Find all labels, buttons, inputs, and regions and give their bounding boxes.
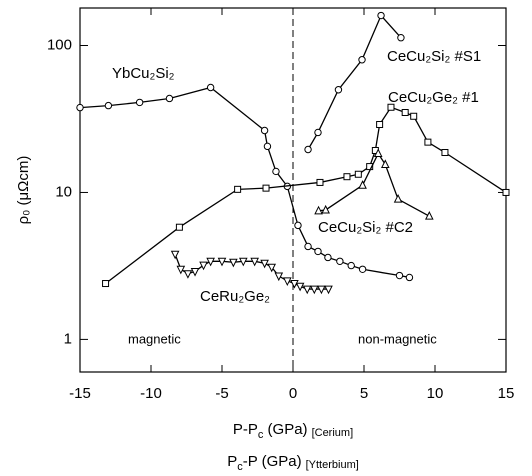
data-point	[190, 267, 200, 277]
data-point	[234, 185, 242, 193]
x-tick-label: 5	[360, 385, 368, 402]
data-point	[502, 188, 510, 196]
data-point	[199, 261, 208, 271]
data-point	[316, 178, 324, 186]
data-point	[314, 128, 322, 137]
data-point	[347, 261, 355, 270]
data-point	[165, 94, 174, 103]
data-point	[304, 242, 312, 251]
data-point	[206, 83, 215, 92]
data-point	[302, 285, 312, 295]
data-point	[102, 280, 110, 288]
series-line	[79, 86, 410, 279]
data-point	[377, 11, 385, 20]
data-point	[272, 167, 280, 176]
x-axis-label-2: Pc-P (GPa) [Ytterbium]	[227, 453, 359, 473]
data-point	[176, 265, 186, 275]
data-point	[324, 285, 333, 295]
y-axis-label: ρ₀ (μΩcm)	[15, 156, 32, 225]
data-point	[304, 145, 312, 154]
x-label-sub: c	[258, 429, 264, 441]
data-point	[295, 282, 305, 292]
data-point	[324, 253, 332, 262]
series-label: CeCu₂Si₂ #C2	[318, 219, 413, 236]
data-point	[309, 285, 319, 295]
data-point	[76, 103, 84, 112]
annotation: magnetic	[128, 331, 181, 346]
data-point	[260, 259, 269, 269]
data-point	[250, 257, 259, 267]
data-point	[441, 149, 449, 157]
data-point	[387, 103, 395, 111]
data-point	[294, 221, 302, 230]
data-point	[395, 271, 404, 280]
data-point	[405, 273, 414, 282]
data-point	[425, 211, 434, 220]
data-point	[238, 257, 248, 267]
data-point	[334, 86, 343, 94]
data-point	[274, 272, 284, 282]
data-point	[135, 98, 144, 107]
x-tick-label: 10	[427, 385, 444, 402]
x-label2-note: [Ytterbium]	[306, 459, 359, 471]
data-point	[401, 109, 409, 117]
x-label2-unit: -P (GPa)	[243, 453, 302, 470]
data-point	[229, 258, 238, 268]
series-label: CeRu₂Ge₂	[200, 288, 270, 305]
x-tick-label: 15	[498, 385, 515, 402]
x-label-main: P-P	[233, 421, 258, 438]
data-point	[373, 148, 383, 158]
data-point	[314, 205, 323, 215]
data-point	[354, 170, 362, 178]
x-axis-label: P-Pc (GPa) [Cerium]	[233, 421, 353, 441]
x-tick-label: -10	[140, 385, 162, 402]
data-point	[424, 138, 432, 146]
series-line	[318, 152, 430, 217]
x-label-note: [Cerium]	[312, 427, 354, 439]
data-point	[358, 265, 367, 273]
data-point	[336, 257, 344, 266]
x-label2-sub: c	[237, 461, 243, 473]
data-point	[376, 121, 384, 129]
data-point	[397, 34, 405, 42]
data-point	[358, 180, 367, 189]
annotation: non-magnetic	[358, 331, 437, 346]
data-point	[283, 277, 292, 287]
data-point	[321, 204, 330, 214]
data-point	[393, 194, 403, 203]
data-point	[263, 142, 272, 151]
data-point	[317, 285, 326, 295]
x-tick-label: 0	[289, 385, 297, 402]
data-point	[170, 250, 180, 260]
y-tick-label: 10	[55, 183, 72, 200]
series-line	[307, 14, 402, 150]
data-point	[175, 223, 183, 231]
data-point	[262, 184, 270, 192]
x-label-unit: (GPa)	[263, 421, 307, 438]
data-point	[206, 257, 215, 267]
data-point	[260, 126, 269, 135]
data-point	[380, 159, 390, 168]
series-label: YbCu₂Si₂	[112, 65, 175, 82]
y-tick-label: 1	[64, 330, 72, 347]
data-point	[410, 112, 418, 120]
x-tick-label: -5	[215, 385, 228, 402]
series-line	[105, 106, 507, 285]
series-label: CeCu₂Ge₂ #1	[388, 89, 479, 106]
data-point	[290, 280, 299, 289]
data-point	[343, 173, 351, 181]
data-point	[314, 247, 322, 256]
data-point	[183, 270, 193, 279]
y-tick-label: 100	[47, 36, 72, 53]
data-point	[217, 257, 227, 267]
data-point	[358, 56, 366, 64]
x-label2-main: P	[227, 453, 237, 470]
x-tick-label: -15	[69, 385, 91, 402]
data-point	[267, 263, 277, 273]
series-label: CeCu₂Si₂ #S1	[387, 48, 481, 65]
data-point	[104, 101, 113, 110]
